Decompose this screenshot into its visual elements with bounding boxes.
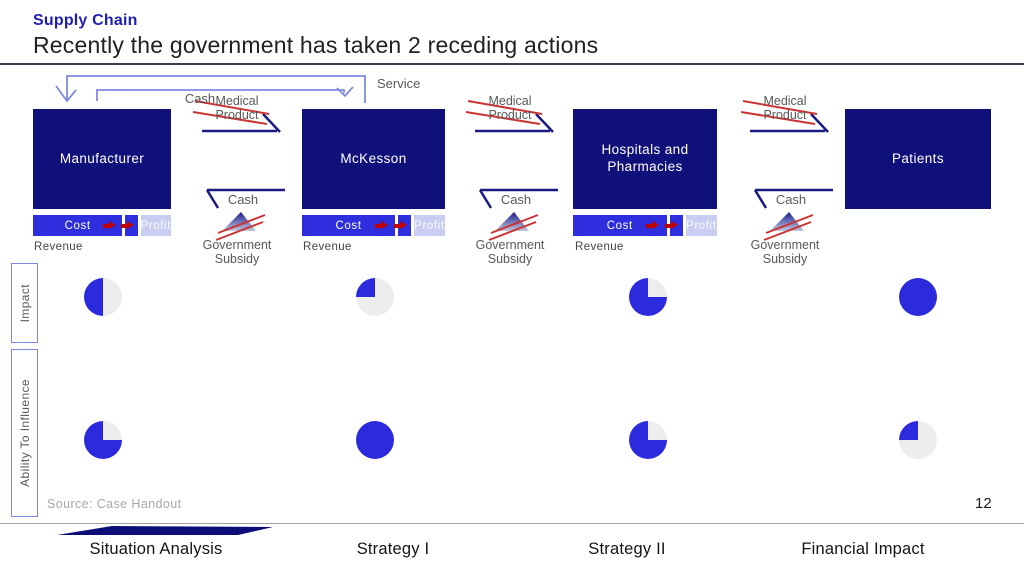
right-arrow-icon: [393, 221, 407, 230]
subsidy-triangle: [495, 212, 529, 231]
cash-back-label: Cash: [500, 192, 532, 207]
entity-box-patients: Patients: [845, 109, 991, 209]
tab-strategy-1[interactable]: Strategy I: [356, 540, 430, 558]
service-label: Service: [377, 76, 421, 91]
government-subsidy-label: Government Subsidy: [475, 238, 545, 267]
harvey-ball-impact-hospitals: [629, 278, 667, 316]
entity-box-hospitals: Hospitals and Pharmacies: [573, 109, 717, 209]
entity-box-mckesson: McKesson: [302, 109, 445, 209]
right-arrow-icon: [103, 221, 117, 230]
revenue-caption: Revenue: [303, 241, 352, 253]
page-title: Recently the government has taken 2 rece…: [33, 32, 599, 58]
cash-back-label: Cash: [227, 192, 259, 207]
entity-box-manufacturer: Manufacturer: [33, 109, 171, 209]
harvey-ball-ability-hospitals: [629, 421, 667, 459]
strike-lines: [192, 100, 270, 241]
cash-back-label: Cash: [775, 192, 807, 207]
revenue-bar-manufacturer: Cost Profit: [33, 215, 171, 236]
cash-top-label: Cash: [184, 91, 216, 106]
tab-situation-analysis[interactable]: Situation Analysis: [89, 540, 223, 558]
right-arrow-icon: [646, 221, 660, 230]
cost-segment: Cost: [33, 215, 123, 236]
cost-segment: Cost: [573, 215, 667, 236]
page-number: 12: [975, 495, 992, 512]
revenue-caption: Revenue: [34, 241, 83, 253]
subsidy-triangle: [770, 212, 804, 231]
profit-segment: Profit: [140, 215, 171, 236]
harvey-ball-impact-mckesson: [356, 278, 394, 316]
harvey-ball-ability-patients: [899, 421, 937, 459]
government-subsidy-label: Government Subsidy: [750, 238, 820, 267]
medical-product-label: Medical Product: [488, 94, 532, 122]
header-divider: [0, 63, 1024, 65]
harvey-ball-impact-manufacturer: [84, 278, 122, 316]
flow-arrows-gap1: [192, 100, 285, 241]
medical-product-label: Medical Product: [215, 94, 259, 122]
slide-kicker: Supply Chain: [33, 12, 138, 29]
right-arrow-icon: [665, 221, 679, 230]
row-label-impact: Impact: [11, 263, 38, 343]
flow-labels-gap1: Medical Product Cash Government Subsidy: [182, 92, 292, 282]
footer-divider: [0, 523, 1024, 524]
harvey-ball-ability-manufacturer: [84, 421, 122, 459]
revenue-bar-hospitals: Cost Profit: [573, 215, 717, 236]
flow-arrows-gap3: [740, 100, 833, 241]
harvey-ball-impact-patients: [899, 278, 937, 316]
right-arrow-icon: [121, 221, 135, 230]
government-subsidy-label: Government Subsidy: [202, 238, 272, 267]
revenue-caption: Revenue: [575, 241, 624, 253]
right-arrow-icon: [374, 221, 388, 230]
profit-segment: Profit: [413, 215, 445, 236]
tab-strategy-2[interactable]: Strategy II: [588, 540, 666, 558]
medical-product-label: Medical Product: [763, 94, 807, 122]
harvey-ball-ability-mckesson: [356, 421, 394, 459]
profit-segment: Profit: [685, 215, 717, 236]
cash-bracket-arrow: [96, 86, 354, 101]
service-bracket-arrow: [55, 75, 366, 103]
strike-lines: [740, 100, 818, 241]
strike-lines: [465, 100, 543, 241]
flow-labels-gap2: Medical Product Cash Government Subsidy: [455, 92, 565, 282]
flow-arrows-gap2: [465, 100, 558, 241]
active-tab-swoosh: [57, 526, 273, 535]
revenue-bar-mckesson: Cost Profit: [302, 215, 445, 236]
source-note: Source: Case Handout: [47, 497, 182, 511]
subsidy-triangle: [222, 212, 256, 231]
row-label-ability-to-influence: Ability To Influence: [11, 349, 38, 517]
flow-labels-gap3: Medical Product Cash Government Subsidy: [730, 92, 840, 282]
cost-segment: Cost: [302, 215, 395, 236]
tab-financial-impact[interactable]: Financial Impact: [801, 540, 925, 558]
